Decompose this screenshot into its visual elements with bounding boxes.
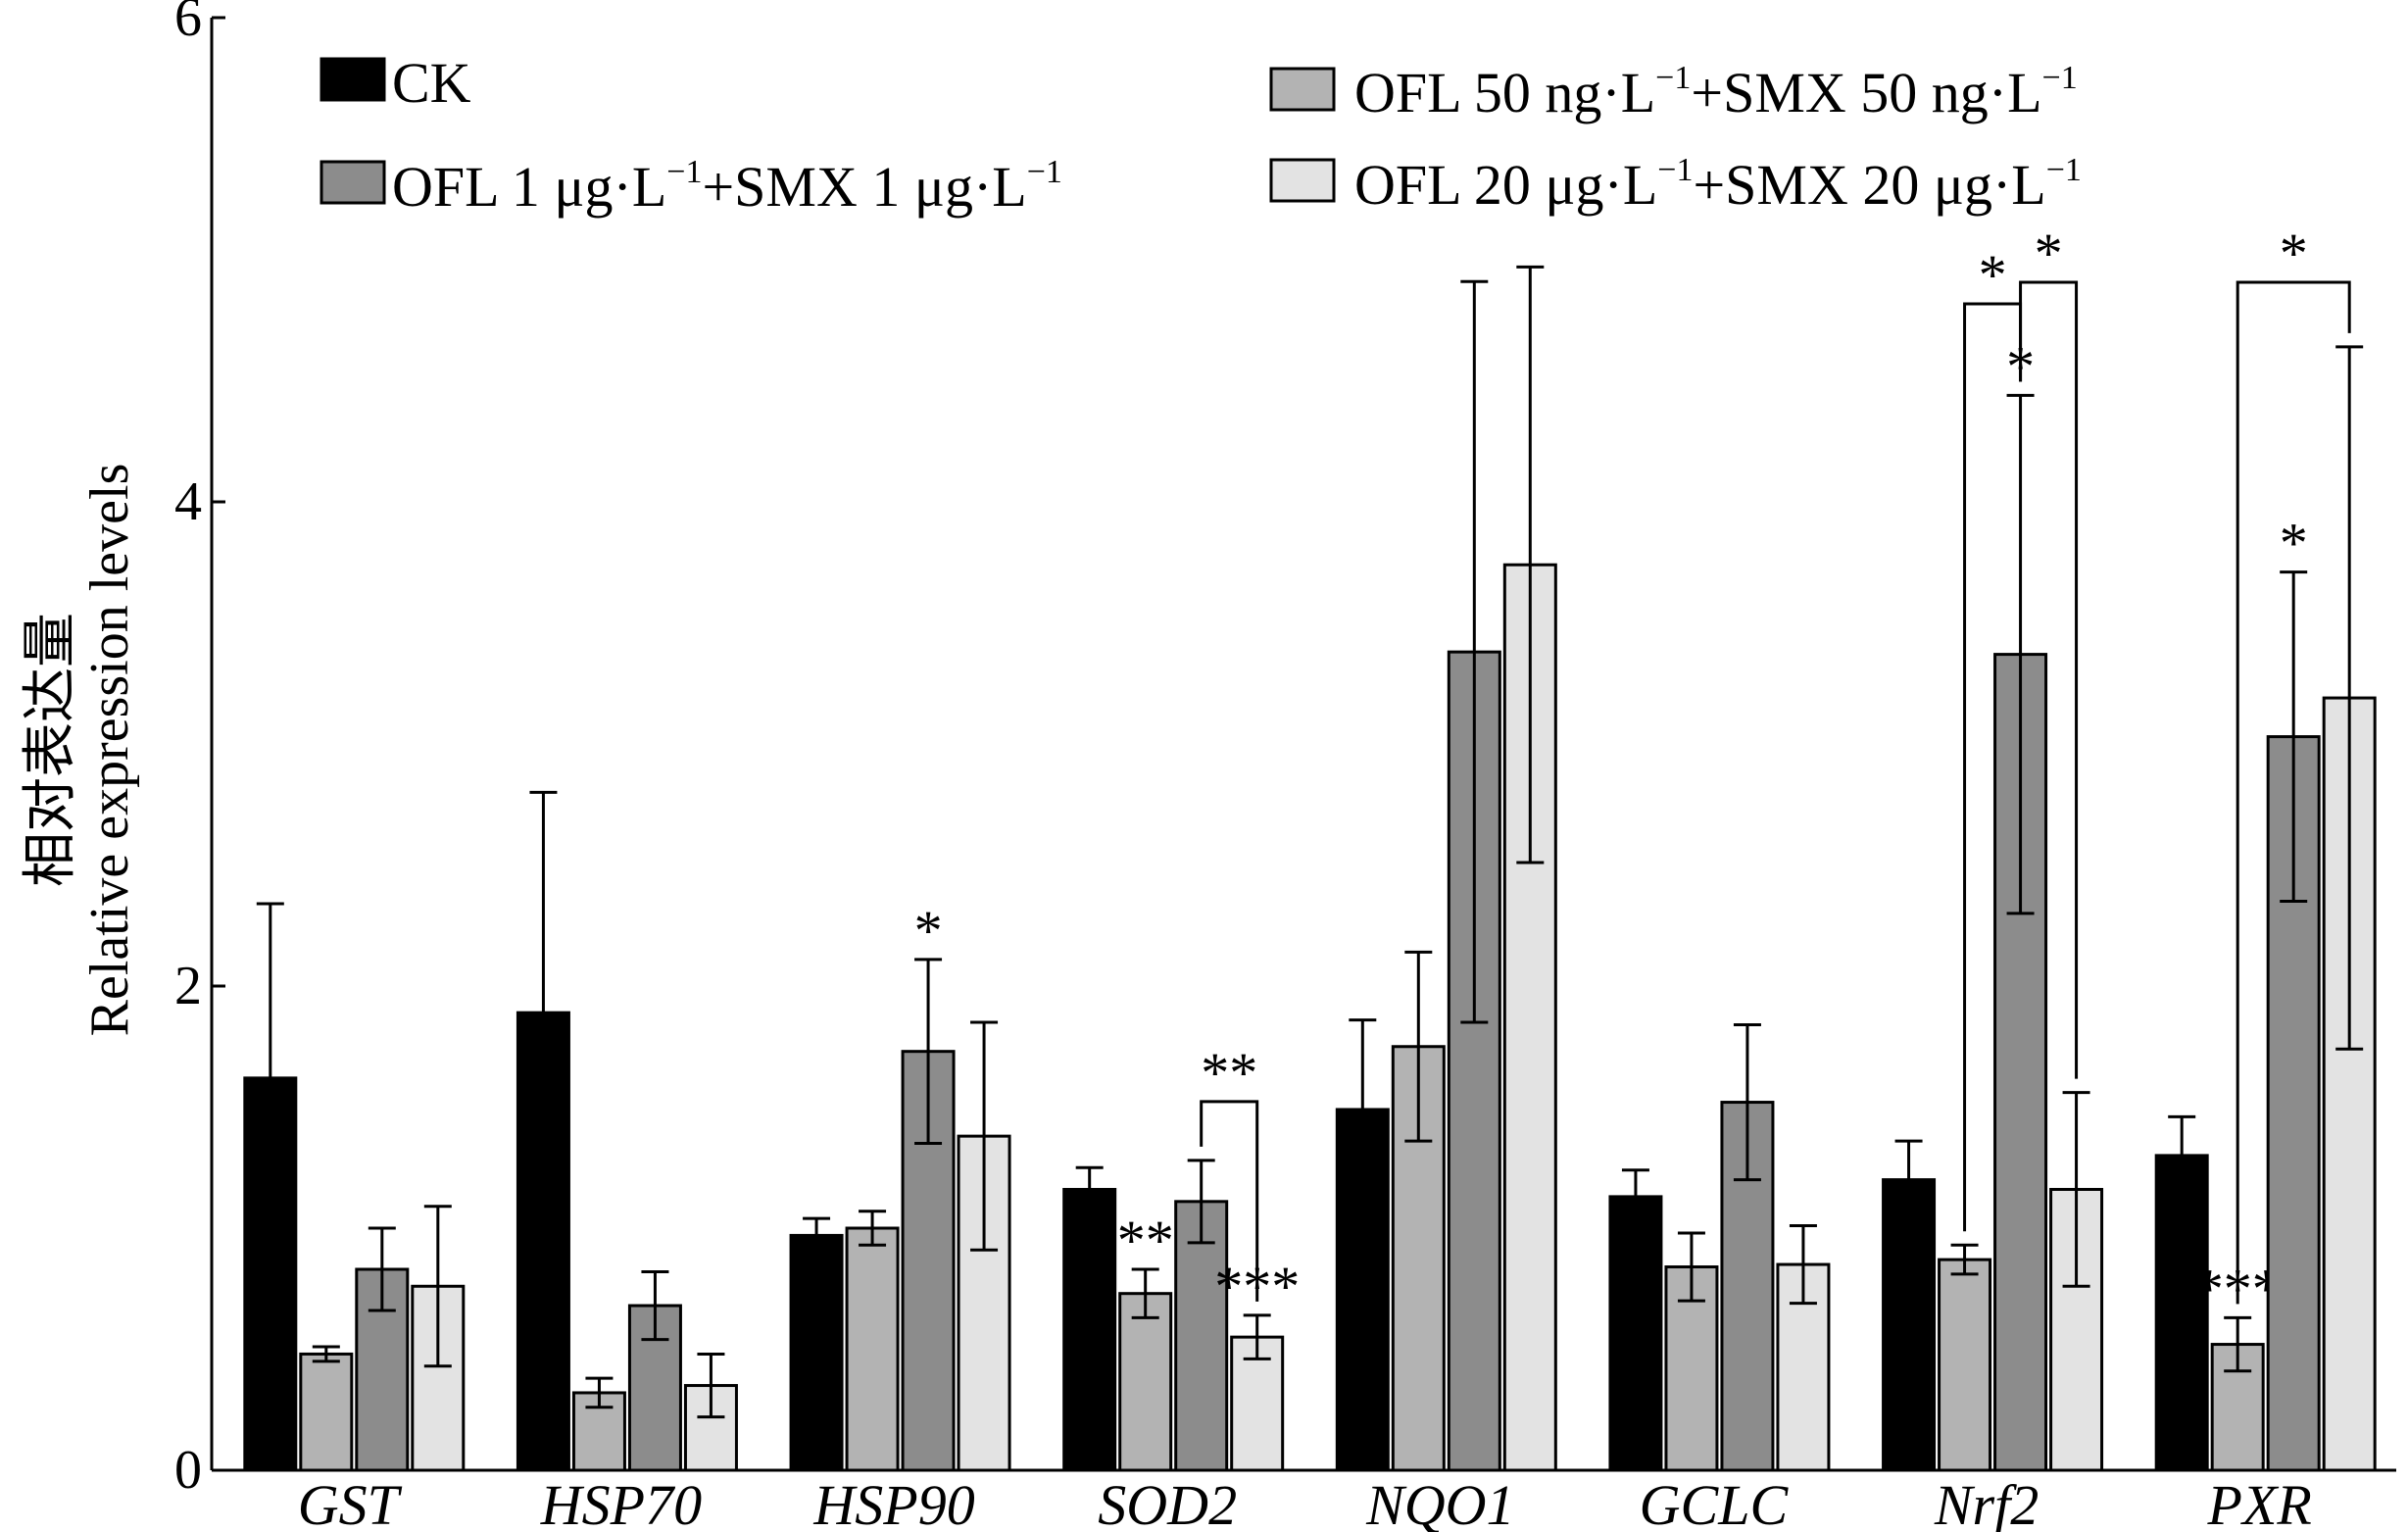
- y-axis-title-chinese: 相对表达量: [21, 613, 81, 887]
- legend-20ug-part1: OFL 20 μg·L: [1354, 153, 1657, 217]
- x-category-label: NQO1: [1365, 1473, 1514, 1532]
- legend-item-1ug: OFL 1 μg·L−1+SMX 1 μg·L−1: [319, 154, 1062, 219]
- legend-50ng-part1: OFL 50 ng·L: [1354, 61, 1655, 124]
- legend-swatch-ck: [319, 57, 386, 102]
- bracket-significance-label: **: [1201, 1041, 1257, 1105]
- legend-20ug-part2: +SMX 20 μg·L: [1693, 153, 2045, 217]
- y-tick-label: 6: [174, 0, 202, 48]
- legend-20ug-sup1: −1: [1657, 152, 1693, 188]
- bracket-significance-label: *: [2280, 222, 2308, 285]
- bar-sod2-series-0: [1062, 1187, 1117, 1472]
- y-axis-title: 相对表达量 Relative expression levels: [21, 464, 140, 1037]
- legend: CK OFL 1 μg·L−1+SMX 1 μg·L−1 OFL 50 ng·L…: [319, 51, 2082, 219]
- significance-bracket: [2019, 280, 2079, 1079]
- bracket-significance-label: *: [1979, 243, 2007, 307]
- legend-1ug-sup2: −1: [1027, 154, 1062, 190]
- x-category-label: HSP70: [540, 1473, 702, 1532]
- bar-hsp90-series-1: [845, 1226, 900, 1472]
- x-category-labels: GST HSP70 HSP90 SOD2 NQO1 GCLC Nrf2 PXR: [298, 1473, 2312, 1532]
- legend-50ng-sup2: −1: [2042, 60, 2078, 96]
- bar-gclc-series-0: [1608, 1195, 1663, 1472]
- y-tick-label: 2: [174, 956, 202, 1016]
- legend-1ug-part1: OFL 1 μg·L: [392, 155, 666, 219]
- legend-item-20ug: OFL 20 μg·L−1+SMX 20 μg·L−1: [1269, 152, 2082, 217]
- bar-sod2-series-1: [1118, 1292, 1173, 1472]
- bar-hsp90-series-0: [789, 1233, 844, 1472]
- significance-label: **: [1117, 1209, 1174, 1272]
- x-category-label: HSP90: [812, 1473, 974, 1532]
- legend-label-1ug: OFL 1 μg·L−1+SMX 1 μg·L−1: [392, 154, 1062, 219]
- y-axis-title-english: Relative expression levels: [79, 464, 140, 1037]
- axes: [210, 18, 2396, 1472]
- bracket-significance-label: *: [2035, 222, 2063, 285]
- legend-item-ck: CK: [319, 51, 471, 115]
- bar-nrf2-series-1: [1938, 1258, 1992, 1472]
- y-tick-label: 4: [174, 471, 202, 532]
- legend-1ug-sup1: −1: [666, 154, 702, 190]
- x-category-label: Nrf2: [1934, 1473, 2039, 1532]
- significance-bracket: [2236, 280, 2351, 1305]
- legend-swatch-20ug: [1269, 158, 1336, 203]
- x-category-label: GCLC: [1640, 1473, 1790, 1532]
- plot-area: ************** * *: [243, 222, 2377, 1472]
- legend-label-20ug: OFL 20 μg·L−1+SMX 20 μg·L−1: [1354, 152, 2082, 217]
- significance-label: *: [2280, 512, 2308, 575]
- legend-label-50ng: OFL 50 ng·L−1+SMX 50 ng·L−1: [1354, 60, 2078, 124]
- significance-bracket: [1200, 1100, 1259, 1302]
- legend-item-50ng: OFL 50 ng·L−1+SMX 50 ng·L−1: [1269, 60, 2078, 124]
- x-category-label: PXR: [2207, 1473, 2312, 1532]
- x-category-label: GST: [298, 1473, 403, 1532]
- y-tick-label: 0: [174, 1440, 202, 1501]
- x-category-label: SOD2: [1098, 1473, 1237, 1532]
- legend-swatch-50ng: [1269, 67, 1336, 112]
- legend-label-ck: CK: [392, 51, 471, 115]
- legend-50ng-sup1: −1: [1655, 60, 1691, 96]
- y-ticks: 0 2 4 6: [174, 0, 225, 1501]
- legend-50ng-part2: +SMX 50 ng·L: [1691, 61, 2041, 124]
- significance-label: *: [914, 899, 943, 963]
- legend-1ug-part2: +SMX 1 μg·L: [702, 155, 1026, 219]
- bar-gst-series-1: [299, 1352, 354, 1472]
- bar-nrf2-series-0: [1882, 1178, 1937, 1472]
- legend-20ug-sup2: −1: [2046, 152, 2082, 188]
- legend-swatch-1ug: [319, 160, 386, 205]
